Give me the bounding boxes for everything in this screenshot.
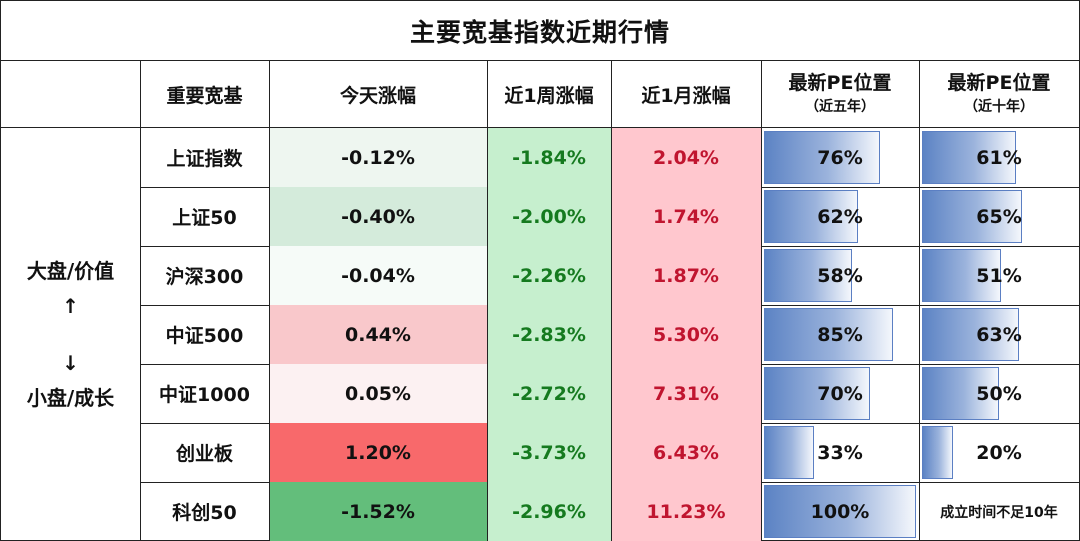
header-pe10-title: 最新PE位置 bbox=[947, 71, 1051, 94]
grid-line bbox=[761, 61, 762, 541]
pe-5y-bar bbox=[764, 190, 859, 243]
header-month: 近1月涨幅 bbox=[611, 61, 761, 128]
pe-10y-cell: 50% bbox=[919, 364, 1079, 423]
grid-line bbox=[611, 61, 612, 541]
index-name-cell: 创业板 bbox=[175, 443, 233, 465]
today-change-cell: 0.44% bbox=[269, 305, 487, 364]
pe-10y-cell: 63% bbox=[919, 305, 1079, 364]
month-change-cell: 6.43% bbox=[611, 423, 761, 482]
header-index: 重要宽基 bbox=[140, 61, 269, 128]
pe-5y-bar bbox=[764, 485, 916, 538]
pe-5y-bar bbox=[764, 426, 815, 479]
pe-10y-cell: 成立时间不足10年 bbox=[919, 482, 1079, 541]
header-pe10-period: （近十年） bbox=[964, 98, 1034, 115]
pe-5y-value: 62% bbox=[817, 205, 863, 228]
pe-10y-note: 成立时间不足10年 bbox=[940, 504, 1058, 521]
week-change-cell: -2.96% bbox=[487, 482, 611, 541]
today-change-cell: -0.04% bbox=[269, 246, 487, 305]
month-change-cell: 1.74% bbox=[611, 187, 761, 246]
pe-5y-bar bbox=[764, 367, 871, 420]
pe-5y-value: 100% bbox=[810, 500, 870, 523]
index-name-cell: 上证指数 bbox=[166, 148, 243, 170]
pe-10y-bar bbox=[922, 308, 1020, 361]
week-change-cell: -2.26% bbox=[487, 246, 611, 305]
month-change-cell: 1.87% bbox=[611, 246, 761, 305]
header-pe5-period: （近五年） bbox=[805, 98, 875, 115]
pe-5y-cell: 33% bbox=[761, 423, 919, 482]
pe-10y-value: 51% bbox=[976, 264, 1022, 287]
large-cap-value-label: 大盘/价值 bbox=[26, 259, 115, 283]
header-pe5-title: 最新PE位置 bbox=[788, 71, 892, 94]
pe-10y-cell: 65% bbox=[919, 187, 1079, 246]
grid-line bbox=[919, 61, 920, 541]
table-title: 主要宽基指数近期行情 bbox=[1, 1, 1079, 61]
header-week: 近1周涨幅 bbox=[487, 61, 611, 128]
pe-5y-value: 76% bbox=[817, 146, 863, 169]
up-arrow-icon: ↑ bbox=[62, 294, 79, 318]
pe-10y-cell: 51% bbox=[919, 246, 1079, 305]
pe-10y-bar bbox=[922, 249, 1001, 302]
pe-10y-bar bbox=[922, 131, 1016, 184]
pe-5y-cell: 70% bbox=[761, 364, 919, 423]
pe-10y-value: 65% bbox=[976, 205, 1022, 228]
week-change-cell: -3.73% bbox=[487, 423, 611, 482]
pe-5y-bar bbox=[764, 308, 894, 361]
pe-5y-cell: 100% bbox=[761, 482, 919, 541]
index-name-cell: 上证50 bbox=[172, 207, 237, 229]
header-pe5: 最新PE位置 （近五年） bbox=[761, 61, 919, 128]
pe-5y-cell: 85% bbox=[761, 305, 919, 364]
index-name-cell: 科创50 bbox=[172, 502, 237, 524]
grid-line bbox=[487, 61, 488, 541]
pe-10y-value: 20% bbox=[976, 441, 1022, 464]
month-change-cell: 7.31% bbox=[611, 364, 761, 423]
pe-10y-bar bbox=[922, 190, 1023, 243]
small-cap-growth-label: 小盘/成长 bbox=[26, 386, 115, 410]
header-pe10: 最新PE位置 （近十年） bbox=[919, 61, 1079, 128]
today-change-cell: -0.40% bbox=[269, 187, 487, 246]
style-axis-label: 大盘/价值 ↑ ↓ 小盘/成长 bbox=[1, 128, 140, 541]
today-change-cell: 0.05% bbox=[269, 364, 487, 423]
week-change-cell: -2.72% bbox=[487, 364, 611, 423]
pe-10y-value: 50% bbox=[976, 382, 1022, 405]
pe-5y-value: 58% bbox=[817, 264, 863, 287]
pe-5y-value: 33% bbox=[817, 441, 863, 464]
pe-5y-value: 85% bbox=[817, 323, 863, 346]
down-arrow-icon: ↓ bbox=[62, 351, 79, 375]
today-change-cell: 1.20% bbox=[269, 423, 487, 482]
pe-5y-cell: 58% bbox=[761, 246, 919, 305]
month-change-cell: 11.23% bbox=[611, 482, 761, 541]
week-change-cell: -2.83% bbox=[487, 305, 611, 364]
pe-5y-cell: 62% bbox=[761, 187, 919, 246]
pe-10y-value: 63% bbox=[976, 323, 1022, 346]
index-name-cell: 中证1000 bbox=[159, 384, 250, 406]
header-blank bbox=[1, 61, 140, 128]
index-name-cell: 沪深300 bbox=[165, 266, 244, 288]
index-name-cell: 中证500 bbox=[165, 325, 244, 347]
grid-line bbox=[140, 61, 141, 541]
week-change-cell: -1.84% bbox=[487, 128, 611, 187]
pe-5y-value: 70% bbox=[817, 382, 863, 405]
today-change-cell: -0.12% bbox=[269, 128, 487, 187]
week-change-cell: -2.00% bbox=[487, 187, 611, 246]
pe-5y-cell: 76% bbox=[761, 128, 919, 187]
pe-10y-cell: 61% bbox=[919, 128, 1079, 187]
pe-5y-bar bbox=[764, 131, 880, 184]
today-change-cell: -1.52% bbox=[269, 482, 487, 541]
header-today: 今天涨幅 bbox=[269, 61, 487, 128]
pe-10y-cell: 20% bbox=[919, 423, 1079, 482]
pe-5y-bar bbox=[764, 249, 853, 302]
grid-line bbox=[269, 61, 270, 541]
month-change-cell: 2.04% bbox=[611, 128, 761, 187]
month-change-cell: 5.30% bbox=[611, 305, 761, 364]
pe-10y-value: 61% bbox=[976, 146, 1022, 169]
pe-10y-bar bbox=[922, 426, 953, 479]
pe-10y-bar bbox=[922, 367, 999, 420]
